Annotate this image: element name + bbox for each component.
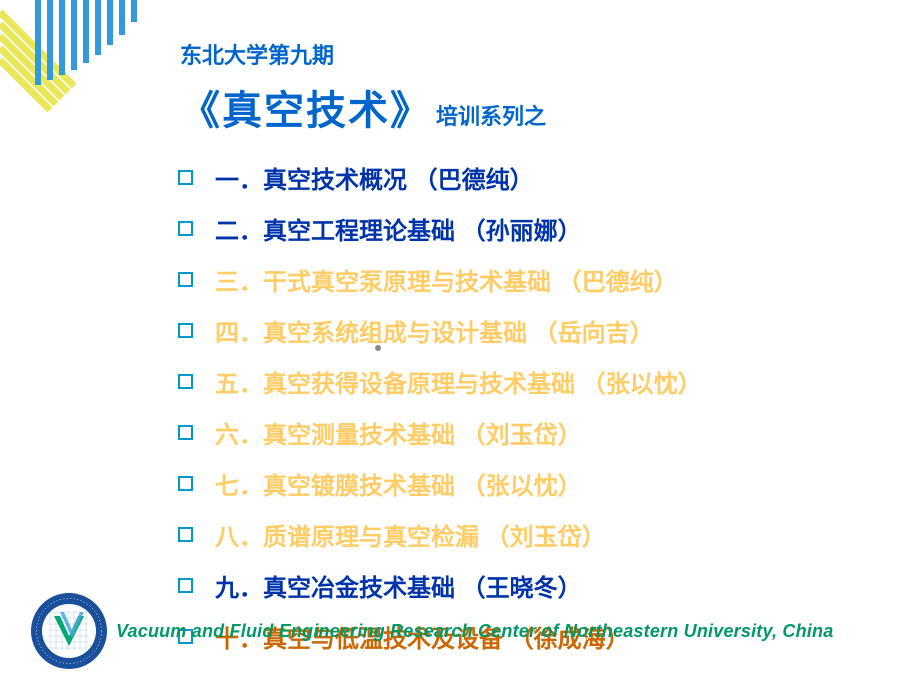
item-text: 一．真空技术概况 （巴德纯） [215,160,534,195]
list-item: 八．质谱原理与真空检漏 （刘玉岱） [178,517,702,552]
header-title-sub: 培训系列之 [436,99,546,131]
list-item: 七．真空镀膜技术基础 （张以忱） [178,466,702,501]
list-item: 三．干式真空泵原理与技术基础 （巴德纯） [178,262,702,297]
bullet-icon [178,323,193,338]
footer-text: Vacuum and Fluid Engineering Research Ce… [116,621,833,642]
corner-decoration [0,0,180,140]
bullet-icon [178,527,193,542]
item-text: 四．真空系统组成与设计基础 （岳向吉） [215,313,654,348]
list-item: 一．真空技术概况 （巴德纯） [178,160,702,195]
header-university: 东北大学第九期 [180,38,546,70]
bullet-icon [178,374,193,389]
center-marker [375,345,381,351]
item-text: 七．真空镀膜技术基础 （张以忱） [215,466,582,501]
item-text: 五．真空获得设备原理与技术基础 （张以忱） [215,364,702,399]
bullet-icon [178,425,193,440]
item-text: 三．干式真空泵原理与技术基础 （巴德纯） [215,262,678,297]
item-text: 八．质谱原理与真空检漏 （刘玉岱） [215,517,606,552]
item-text: 二．真空工程理论基础 （孙丽娜） [215,211,582,246]
bullet-icon [178,476,193,491]
list-item: 五．真空获得设备原理与技术基础 （张以忱） [178,364,702,399]
footer: Vacuum and Fluid Engineering Research Ce… [0,592,920,670]
bullet-icon [178,170,193,185]
list-item: 四．真空系统组成与设计基础 （岳向吉） [178,313,702,348]
bullet-icon [178,272,193,287]
header: 东北大学第九期 《真空技术》 培训系列之 [180,38,546,136]
bullet-icon [178,221,193,236]
bullet-icon [178,578,193,593]
item-text: 六．真空测量技术基础 （刘玉岱） [215,415,582,450]
header-title-main: 《真空技术》 [180,78,432,136]
institution-logo [30,592,108,670]
list-item: 二．真空工程理论基础 （孙丽娜） [178,211,702,246]
list-item: 六．真空测量技术基础 （刘玉岱） [178,415,702,450]
